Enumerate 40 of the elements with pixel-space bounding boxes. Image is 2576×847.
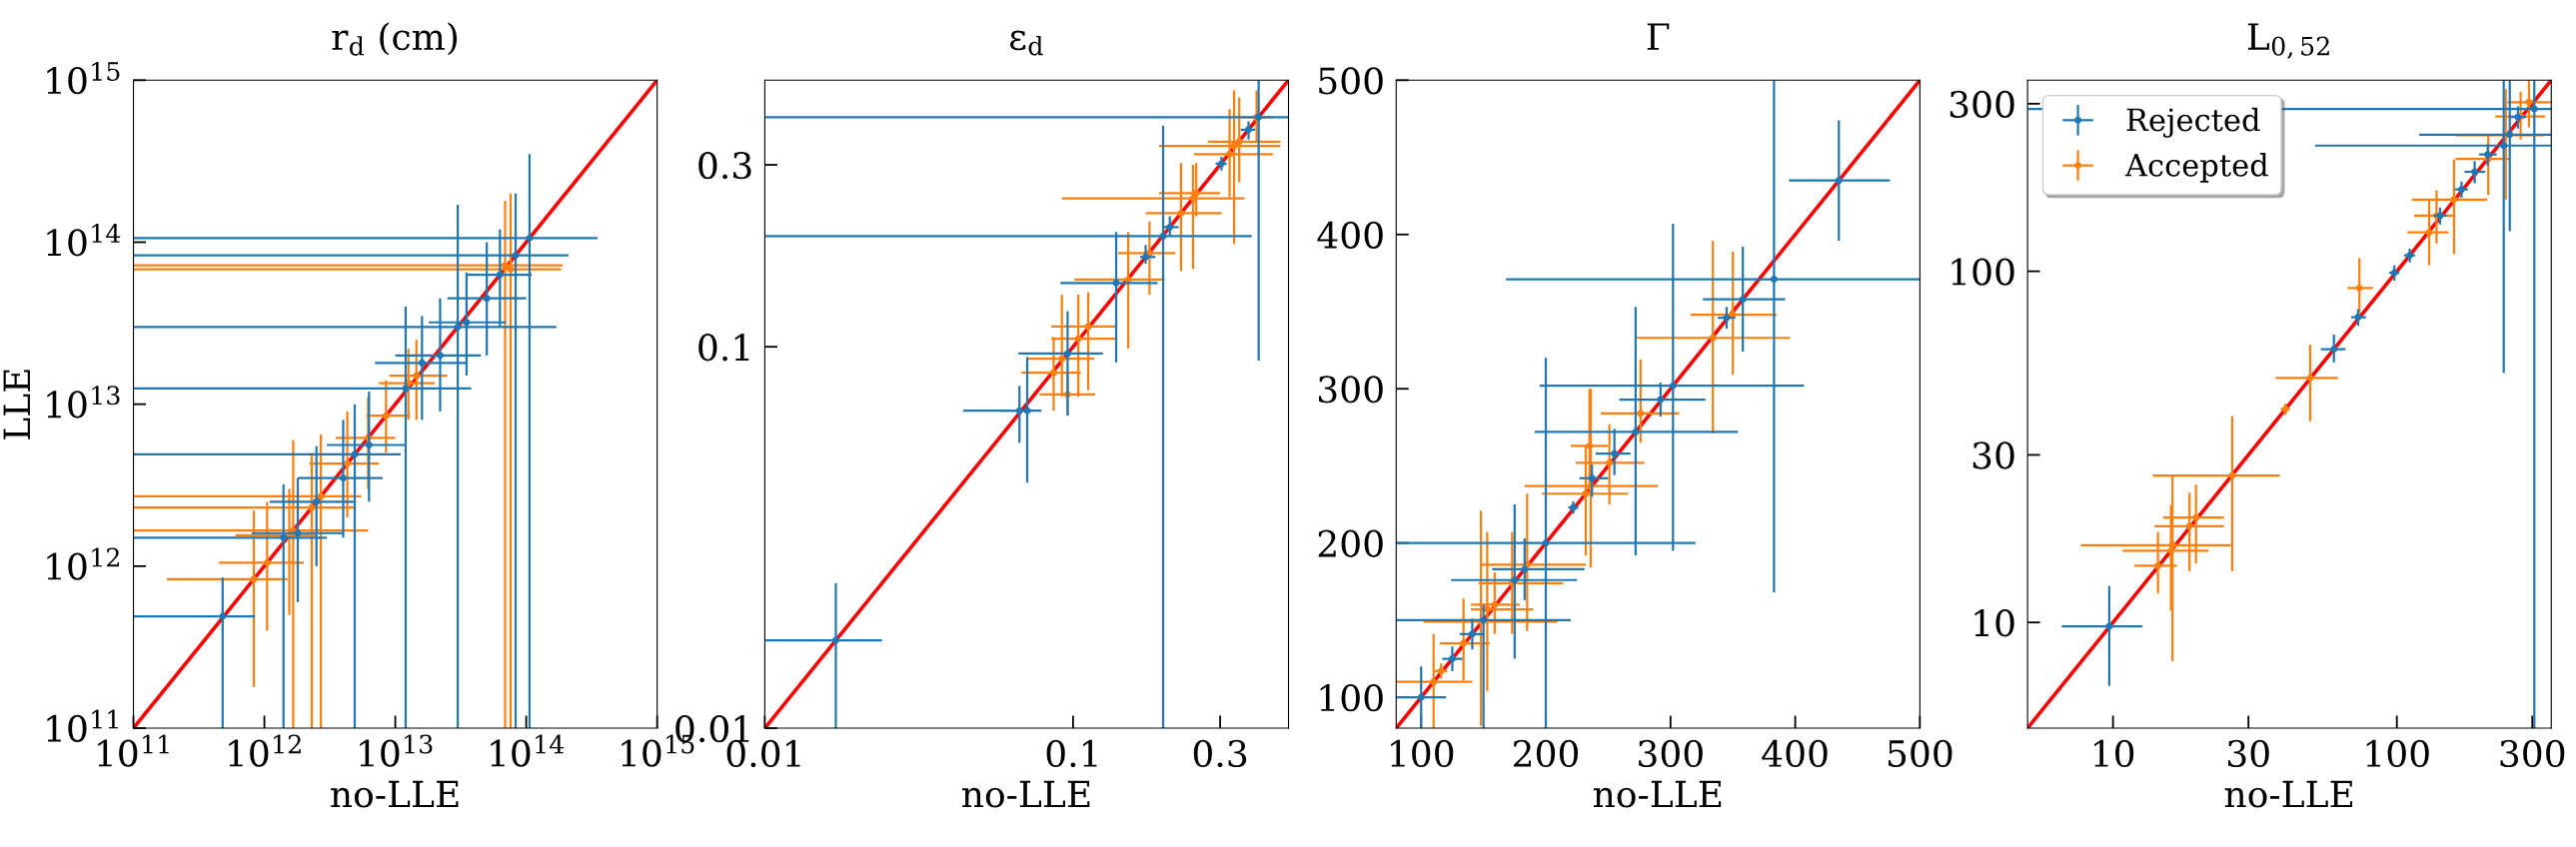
y-tick-label: 10: [1974, 609, 2014, 637]
x-tick-label: 300: [2500, 739, 2565, 768]
y-tick-label: 400: [1317, 221, 1383, 249]
chart-title: ε$_{d}$: [1010, 30, 1043, 56]
y-axis-title: LLE: [3, 370, 30, 439]
x-tick-label: 30: [2227, 739, 2269, 768]
y-tick-label: 100: [1320, 684, 1383, 712]
y-tick-label: 10$^{15}$: [47, 61, 120, 95]
x-tick-label: 10$^{13}$: [360, 734, 433, 767]
x-tick-label: 100: [1391, 739, 1454, 768]
chart-title: r$_{d}$ (cm): [332, 22, 458, 56]
legend-label: Rejected: [2126, 107, 2260, 138]
y-tick-label: 0.1: [698, 334, 749, 362]
x-tick-label: 100: [2366, 739, 2429, 768]
x-tick-label: 10: [2094, 739, 2134, 768]
y-tick-label: 200: [1318, 529, 1383, 557]
x-axis-title: no-LLE: [2224, 780, 2353, 808]
x-tick-label: 10$^{12}$: [229, 734, 301, 767]
y-tick-label: 0.3: [698, 151, 751, 180]
y-tick-label: 300: [1949, 90, 2014, 119]
x-tick-label: 400: [1762, 739, 1828, 768]
y-tick-label: 10$^{12}$: [47, 547, 119, 580]
x-axis-title: no-LLE: [1593, 780, 1722, 808]
x-tick-label: 500: [1888, 739, 1952, 768]
x-tick-label: 200: [1514, 739, 1579, 768]
x-axis-title: no-LLE: [331, 780, 459, 808]
y-tick-label: 30: [1972, 441, 2014, 469]
y-tick-label: 100: [1951, 258, 2014, 286]
chart-title: Γ: [1647, 23, 1670, 50]
chart-title: L$_{0,52}$: [2247, 23, 2329, 59]
x-tick-label: 10$^{14}$: [491, 734, 565, 767]
x-axis-title: no-LLE: [962, 780, 1090, 808]
legend-label: Accepted: [2124, 153, 2268, 183]
x-tick-label: 0.1: [1046, 739, 1097, 768]
y-tick-label: 500: [1319, 67, 1383, 95]
y-tick-label: 300: [1318, 376, 1383, 404]
x-tick-label: 0.3: [1193, 739, 1247, 768]
x-tick-label: 300: [1639, 739, 1703, 768]
y-tick-label: 10$^{14}$: [47, 224, 121, 257]
y-tick-label: 10$^{13}$: [47, 386, 120, 419]
